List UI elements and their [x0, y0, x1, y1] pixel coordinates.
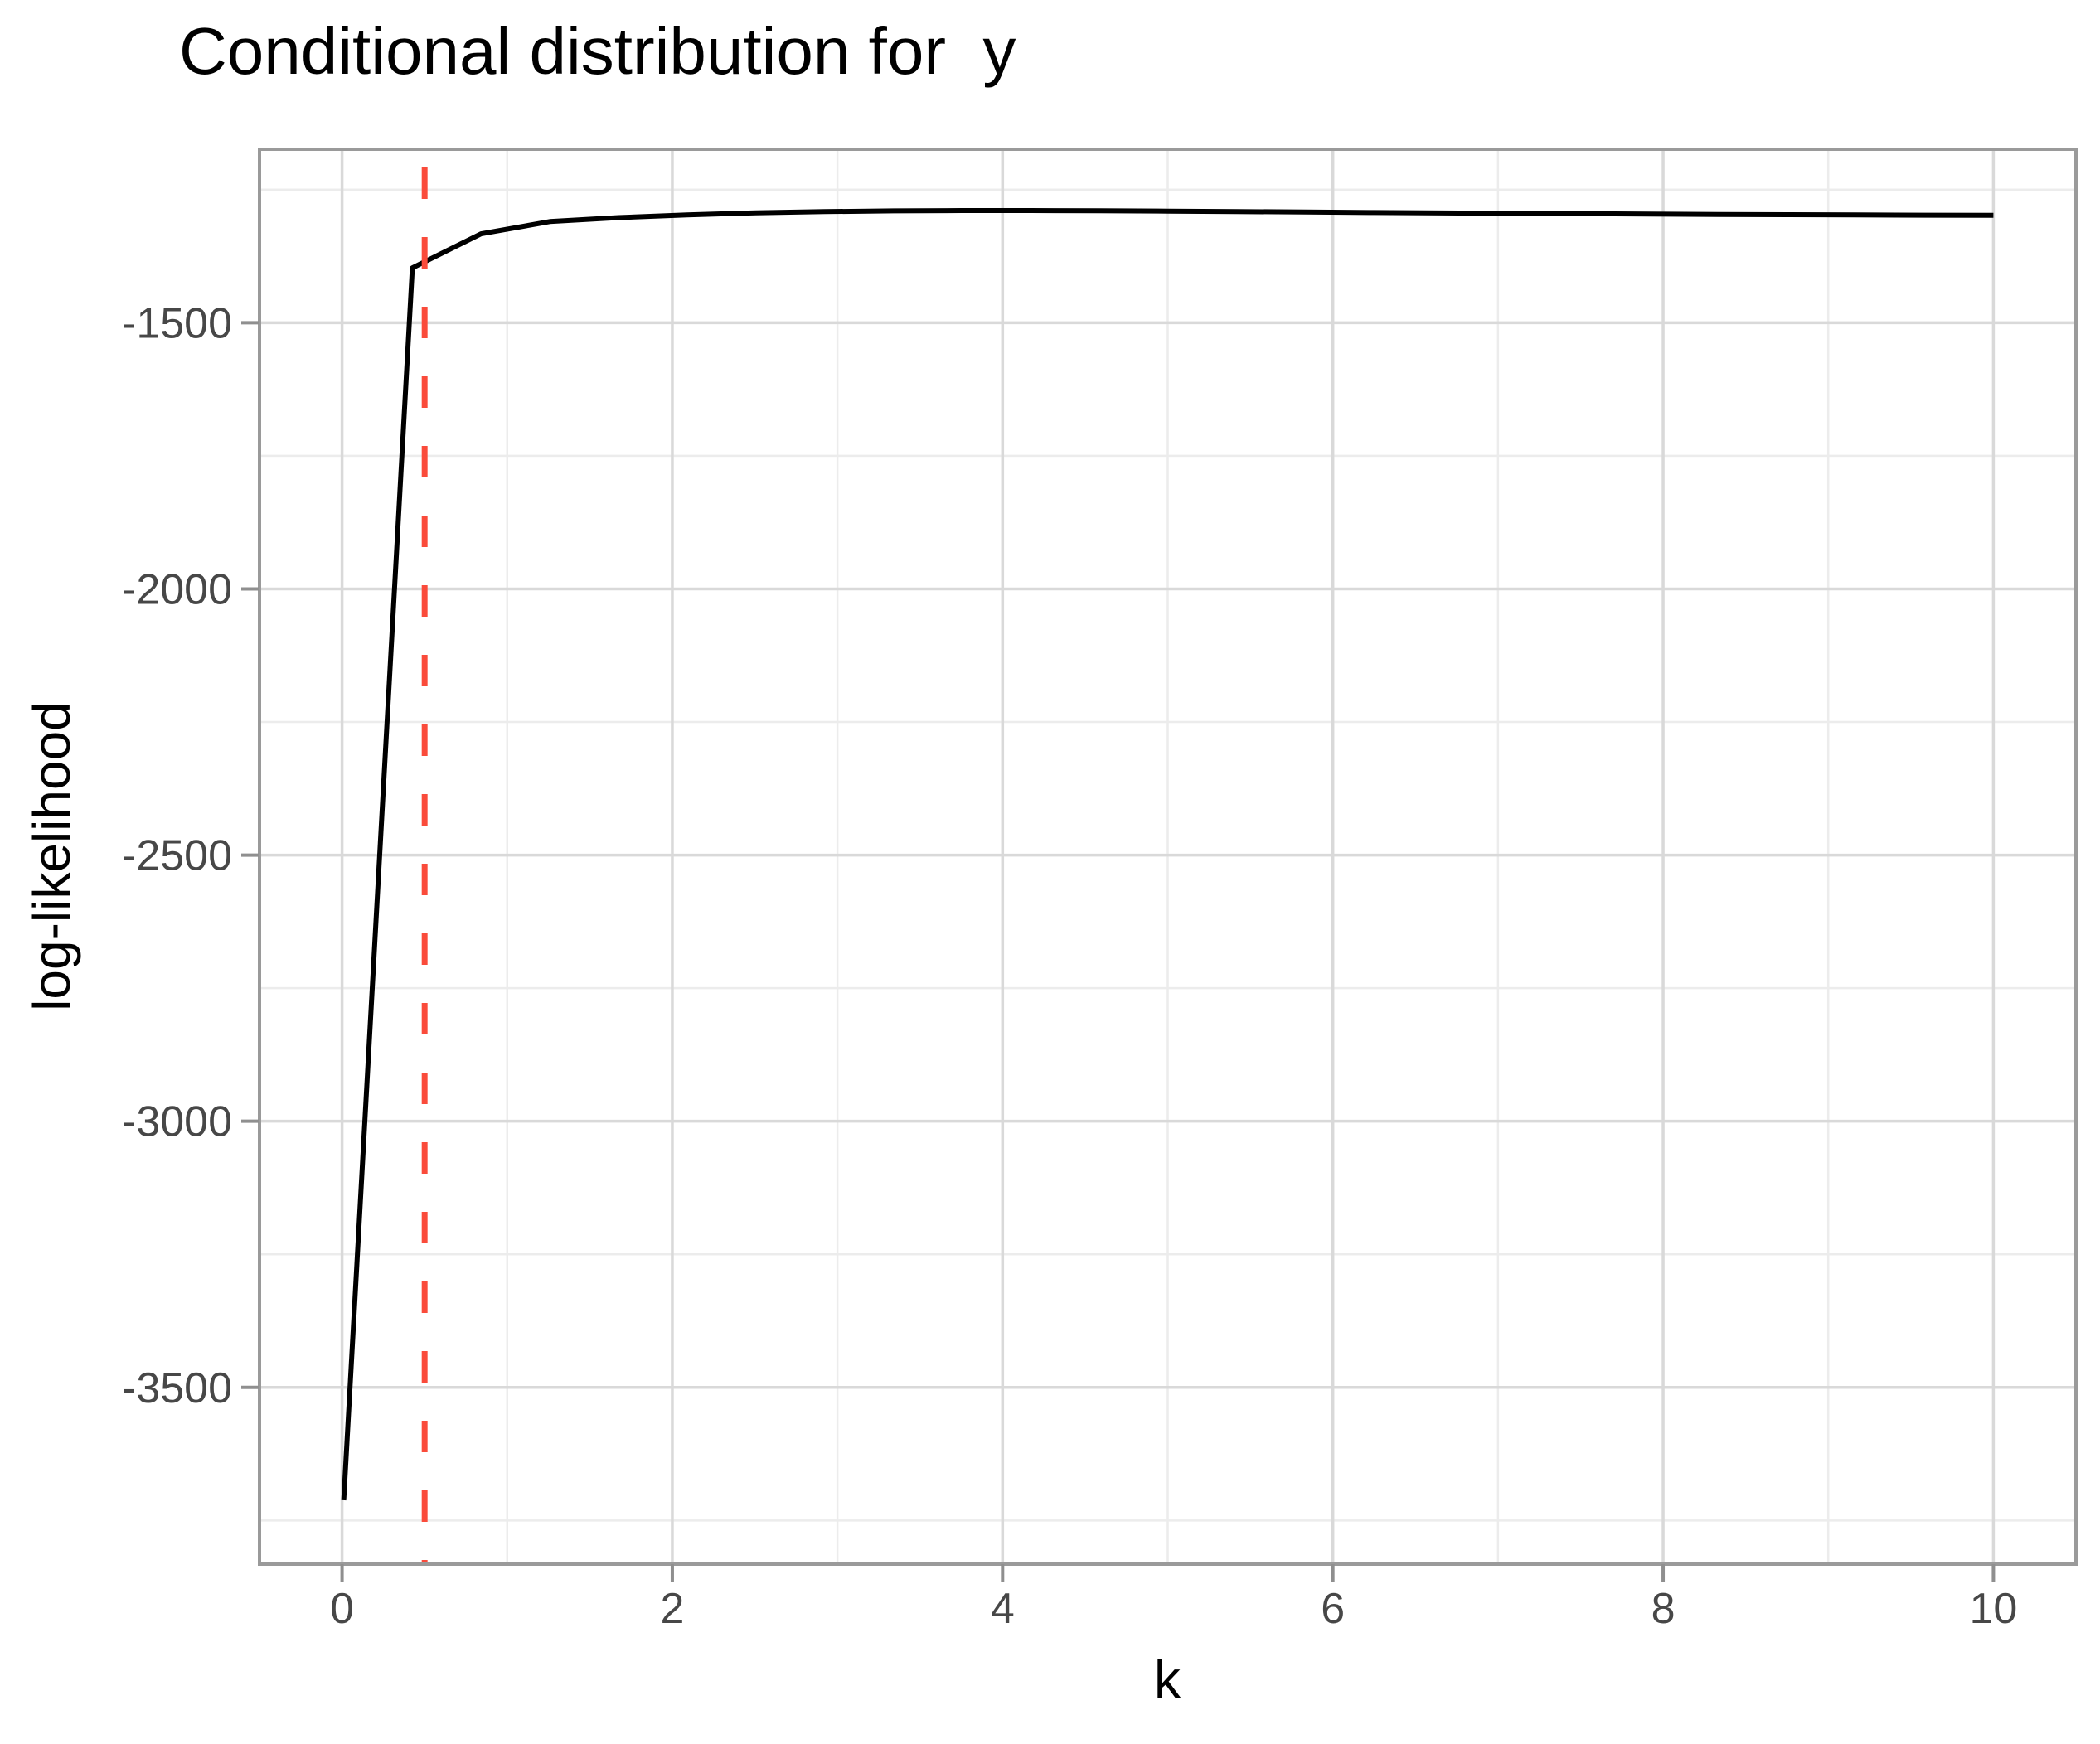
- y-tick-label: -3500: [122, 1364, 232, 1412]
- y-tick-label: -2000: [122, 565, 232, 613]
- major-gridlines: [259, 149, 2076, 1564]
- loglik-curve: [341, 208, 1994, 1501]
- x-tick-label: 10: [1969, 1585, 2017, 1633]
- chart-title: Conditional distribution for y: [179, 14, 1016, 88]
- x-tick-label: 8: [1651, 1585, 1676, 1633]
- x-tick-label: 2: [660, 1585, 684, 1633]
- axis-tick-labels: 0 2 4 6 8 10 -1500 -2000 -2500 -3000 -3500: [122, 299, 2017, 1633]
- x-tick-label: 6: [1321, 1585, 1345, 1633]
- minor-gridlines: [259, 149, 2076, 1564]
- axis-ticks: [241, 321, 1996, 1582]
- y-tick-label: -1500: [122, 299, 232, 347]
- x-axis-title: k: [1154, 1650, 1181, 1709]
- series-layer: [341, 208, 1994, 1501]
- y-axis-title: log-likelihood: [22, 701, 81, 1011]
- x-tick-label: 4: [991, 1585, 1015, 1633]
- y-tick-label: -2500: [122, 832, 232, 880]
- x-tick-label: 0: [330, 1585, 354, 1633]
- y-tick-label: -3000: [122, 1098, 232, 1146]
